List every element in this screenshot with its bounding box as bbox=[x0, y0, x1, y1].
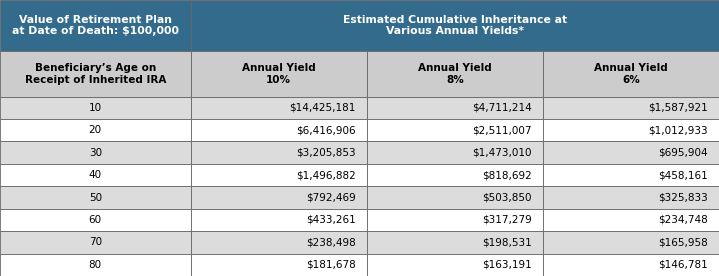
Text: $198,531: $198,531 bbox=[482, 237, 532, 247]
Text: Annual Yield
10%: Annual Yield 10% bbox=[242, 63, 316, 85]
Text: $792,469: $792,469 bbox=[306, 193, 356, 203]
Text: $433,261: $433,261 bbox=[306, 215, 356, 225]
Bar bbox=[191, 186, 367, 209]
Bar bbox=[543, 231, 719, 254]
Bar bbox=[191, 51, 367, 97]
Text: $695,904: $695,904 bbox=[659, 148, 708, 158]
Bar bbox=[191, 0, 719, 51]
Text: 50: 50 bbox=[88, 193, 102, 203]
Bar bbox=[367, 254, 543, 276]
Text: 20: 20 bbox=[88, 125, 102, 135]
Bar bbox=[0, 142, 191, 164]
Text: 60: 60 bbox=[88, 215, 102, 225]
Bar bbox=[0, 231, 191, 254]
Text: $163,191: $163,191 bbox=[482, 260, 532, 270]
Text: 40: 40 bbox=[88, 170, 102, 180]
Text: $1,587,921: $1,587,921 bbox=[649, 103, 708, 113]
Bar bbox=[191, 164, 367, 186]
Text: $6,416,906: $6,416,906 bbox=[296, 125, 356, 135]
Bar bbox=[191, 142, 367, 164]
Bar bbox=[367, 186, 543, 209]
Bar bbox=[367, 119, 543, 142]
Bar bbox=[543, 186, 719, 209]
Text: $503,850: $503,850 bbox=[482, 193, 532, 203]
Text: 10: 10 bbox=[88, 103, 102, 113]
Text: $3,205,853: $3,205,853 bbox=[296, 148, 356, 158]
Bar bbox=[367, 164, 543, 186]
Text: $165,958: $165,958 bbox=[659, 237, 708, 247]
Bar bbox=[0, 186, 191, 209]
Text: $2,511,007: $2,511,007 bbox=[472, 125, 532, 135]
Bar bbox=[543, 51, 719, 97]
Bar bbox=[191, 97, 367, 119]
Bar bbox=[543, 119, 719, 142]
Bar bbox=[0, 97, 191, 119]
Bar bbox=[191, 119, 367, 142]
Text: 70: 70 bbox=[88, 237, 102, 247]
Text: $234,748: $234,748 bbox=[659, 215, 708, 225]
Bar bbox=[0, 51, 191, 97]
Text: 80: 80 bbox=[88, 260, 102, 270]
Text: Annual Yield
6%: Annual Yield 6% bbox=[594, 63, 668, 85]
Bar bbox=[0, 209, 191, 231]
Bar bbox=[367, 231, 543, 254]
Bar bbox=[543, 97, 719, 119]
Text: $1,473,010: $1,473,010 bbox=[472, 148, 532, 158]
Text: $1,012,933: $1,012,933 bbox=[649, 125, 708, 135]
Text: Estimated Cumulative Inheritance at
Various Annual Yields*: Estimated Cumulative Inheritance at Vari… bbox=[343, 15, 567, 36]
Text: Value of Retirement Plan
at Date of Death: $100,000: Value of Retirement Plan at Date of Deat… bbox=[12, 15, 179, 36]
Text: 30: 30 bbox=[88, 148, 102, 158]
Bar bbox=[367, 97, 543, 119]
Text: $146,781: $146,781 bbox=[659, 260, 708, 270]
Text: $1,496,882: $1,496,882 bbox=[296, 170, 356, 180]
Bar bbox=[191, 209, 367, 231]
Bar bbox=[543, 209, 719, 231]
Bar bbox=[367, 142, 543, 164]
Text: $238,498: $238,498 bbox=[306, 237, 356, 247]
Bar bbox=[367, 51, 543, 97]
Text: $818,692: $818,692 bbox=[482, 170, 532, 180]
Bar bbox=[0, 0, 191, 51]
Text: $317,279: $317,279 bbox=[482, 215, 532, 225]
Bar bbox=[543, 164, 719, 186]
Bar bbox=[0, 164, 191, 186]
Text: $4,711,214: $4,711,214 bbox=[472, 103, 532, 113]
Text: $14,425,181: $14,425,181 bbox=[290, 103, 356, 113]
Text: Annual Yield
8%: Annual Yield 8% bbox=[418, 63, 492, 85]
Bar bbox=[367, 209, 543, 231]
Text: $181,678: $181,678 bbox=[306, 260, 356, 270]
Text: Beneficiary’s Age on
Receipt of Inherited IRA: Beneficiary’s Age on Receipt of Inherite… bbox=[24, 63, 166, 85]
Bar bbox=[0, 254, 191, 276]
Text: $325,833: $325,833 bbox=[659, 193, 708, 203]
Bar bbox=[191, 254, 367, 276]
Bar bbox=[191, 231, 367, 254]
Bar bbox=[543, 142, 719, 164]
Bar bbox=[0, 119, 191, 142]
Text: $458,161: $458,161 bbox=[659, 170, 708, 180]
Bar bbox=[543, 254, 719, 276]
